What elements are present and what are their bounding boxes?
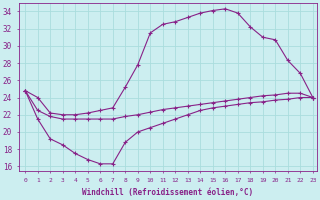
X-axis label: Windchill (Refroidissement éolien,°C): Windchill (Refroidissement éolien,°C) — [82, 188, 253, 197]
